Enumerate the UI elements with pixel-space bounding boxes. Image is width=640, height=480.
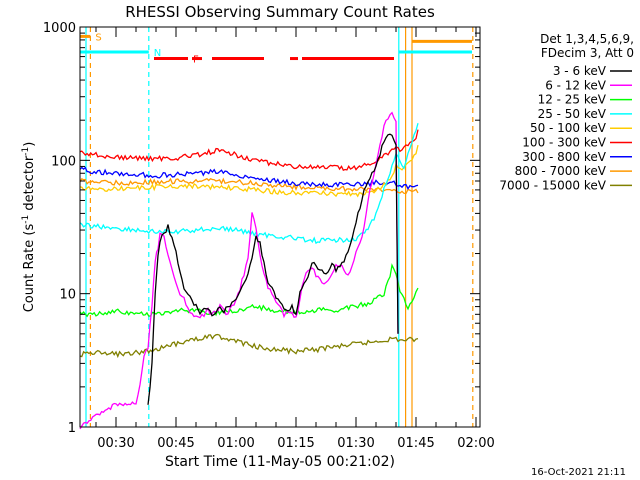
x-tick-label: 01:30 (337, 436, 374, 451)
y-tick-label: 1 (68, 421, 76, 436)
legend-label-5: 50 - 100 keV (530, 121, 607, 135)
series-line-800-7000-kev (79, 177, 419, 195)
y-label-part-3: ) (22, 142, 37, 147)
y-tick-label: 1000 (43, 21, 76, 36)
y-label-part-1: Count Rate (s (22, 224, 37, 313)
y-label-part-2: detector (22, 155, 37, 215)
legend-label-3: 12 - 25 keV (538, 93, 607, 107)
y-axis-ticks: 1 10 100 1000 (43, 21, 480, 436)
legend-header-line-1: Det 1,3,4,5,6,9, (540, 32, 634, 46)
x-tick-label: 00:30 (97, 436, 134, 451)
x-tick-label: 00:45 (157, 436, 194, 451)
series-line-50-100-kev (79, 144, 419, 198)
x-tick-label: 01:15 (277, 436, 314, 451)
x-axis-label: Start Time (11-May-05 00:21:02) (165, 454, 395, 470)
x-tick-label: 01:45 (397, 436, 434, 451)
legend-label-6: 100 - 300 keV (522, 136, 606, 150)
series-line-300-800-kev (79, 166, 419, 191)
series-line-6-12-kev (79, 111, 399, 430)
y-label-superscript-1: -1 (21, 215, 31, 224)
legend-label-1: 3 - 6 keV (553, 64, 607, 78)
legend-label-4: 25 - 50 keV (538, 107, 607, 121)
legend-label-8: 800 - 7000 keV (515, 164, 607, 178)
y-label-superscript-2: -1 (21, 147, 31, 156)
flag-label-n: N (154, 48, 161, 59)
legend-label-7: 300 - 800 keV (522, 150, 606, 164)
date-stamp: 16-Oct-2021 21:11 (531, 467, 626, 478)
y-tick-label: 10 (59, 288, 76, 303)
y-axis-label: Count Rate (s-1 detector-1) (21, 142, 37, 313)
flag-label-f: F (193, 55, 199, 66)
legend-label-9: 7000 - 15000 keV (499, 178, 606, 192)
series-line-12-25-kev (79, 263, 419, 318)
plot-area: S N F (79, 26, 481, 430)
y-tick-label: 100 (51, 154, 76, 169)
series-line-25-50-kev (79, 123, 419, 245)
axis-frame (79, 26, 481, 428)
x-axis-ticks: 00:30 00:45 01:00 01:15 01:30 01:45 02:00 (95, 27, 495, 451)
legend-label-2: 6 - 12 keV (545, 78, 607, 92)
x-tick-label: 01:00 (217, 436, 254, 451)
series-line-3-6-kev (147, 133, 399, 405)
x-tick-label: 02:00 (457, 436, 494, 451)
flag-label-s: S (95, 32, 101, 43)
series-line-100-300-kev (79, 129, 419, 172)
legend: Det 1,3,4,5,6,9, FDecim 3, Att 0 3 - 6 k… (499, 32, 634, 192)
legend-header-line-2: FDecim 3, Att 0 (541, 46, 634, 60)
chart-title: RHESSI Observing Summary Count Rates (125, 3, 435, 21)
series-line-7000-15000-kev (79, 333, 419, 359)
